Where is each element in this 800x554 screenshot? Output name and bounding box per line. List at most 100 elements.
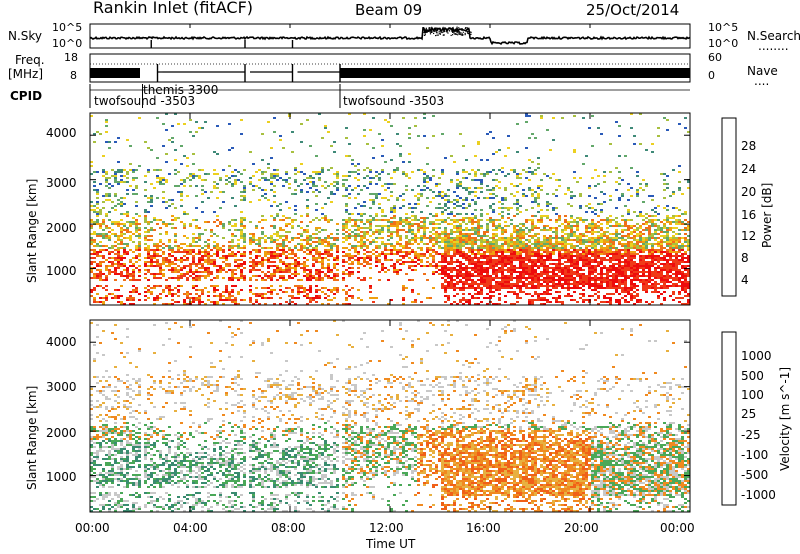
- power-heatmap-cell: [270, 175, 273, 177]
- power-heatmap-cell: [399, 263, 402, 265]
- power-heatmap-cell: [174, 271, 177, 273]
- power-heatmap-cell: [606, 301, 609, 303]
- power-heatmap-cell: [528, 303, 531, 305]
- power-heatmap-cell: [225, 285, 228, 287]
- power-heatmap-cell: [561, 273, 564, 275]
- power-heatmap-cell: [117, 249, 120, 251]
- power-heatmap-cell: [291, 277, 294, 279]
- power-heatmap-cell: [498, 201, 501, 203]
- power-heatmap-cell: [168, 291, 171, 293]
- power-heatmap-cell: [573, 287, 576, 289]
- power-heatmap-cell: [537, 293, 540, 295]
- power-heatmap-cell: [525, 285, 528, 287]
- power-heatmap-cell: [429, 249, 432, 251]
- power-heatmap-cell: [468, 275, 471, 277]
- power-heatmap-cell: [444, 195, 447, 197]
- power-heatmap-cell: [171, 137, 174, 139]
- power-heatmap-cell: [471, 221, 474, 223]
- power-heatmap-cell: [552, 297, 555, 299]
- power-heatmap-cell: [378, 207, 381, 209]
- power-heatmap-cell: [291, 253, 294, 255]
- power-heatmap-cell: [171, 249, 174, 251]
- power-heatmap-cell: [135, 229, 138, 231]
- power-heatmap-cell: [597, 237, 600, 239]
- power-heatmap-cell: [216, 153, 219, 155]
- power-heatmap-cell: [237, 293, 240, 295]
- power-heatmap-cell: [321, 137, 324, 139]
- power-heatmap-cell: [105, 213, 108, 215]
- power-heatmap-cell: [456, 225, 459, 227]
- power-heatmap-cell: [456, 229, 459, 231]
- power-heatmap-cell: [444, 239, 447, 241]
- power-heatmap-cell: [369, 193, 372, 195]
- power-heatmap-cell: [519, 285, 522, 287]
- power-heatmap-cell: [303, 271, 306, 273]
- power-heatmap-cell: [120, 233, 123, 235]
- power-heatmap-cell: [324, 203, 327, 205]
- power-heatmap-cell: [396, 133, 399, 135]
- power-heatmap-cell: [381, 237, 384, 239]
- power-heatmap-cell: [348, 219, 351, 221]
- power-heatmap-cell: [552, 193, 555, 195]
- power-heatmap-cell: [450, 237, 453, 239]
- power-heatmap-cell: [387, 269, 390, 271]
- power-heatmap-cell: [129, 185, 132, 187]
- power-heatmap-cell: [402, 245, 405, 247]
- power-heatmap-cell: [516, 177, 519, 179]
- power-heatmap-cell: [165, 181, 168, 183]
- power-heatmap-cell: [324, 257, 327, 259]
- power-heatmap-cell: [108, 195, 111, 197]
- power-heatmap-cell: [159, 219, 162, 221]
- power-heatmap-cell: [471, 261, 474, 263]
- power-heatmap-cell: [255, 299, 258, 301]
- power-heatmap-cell: [456, 199, 459, 201]
- power-heatmap-cell: [594, 271, 597, 273]
- power-heatmap-cell: [282, 247, 285, 249]
- power-heatmap-cell: [417, 203, 420, 205]
- power-heatmap-cell: [162, 247, 165, 249]
- power-heatmap-cell: [453, 255, 456, 257]
- power-heatmap-cell: [267, 253, 270, 255]
- power-heatmap-cell: [456, 205, 459, 207]
- power-heatmap-cell: [597, 297, 600, 299]
- power-heatmap-cell: [444, 295, 447, 297]
- power-heatmap-cell: [117, 239, 120, 241]
- power-heatmap-cell: [570, 247, 573, 249]
- power-heatmap-cell: [396, 253, 399, 255]
- power-heatmap-cell: [363, 201, 366, 203]
- power-heatmap-cell: [153, 245, 156, 247]
- power-heatmap-cell: [192, 299, 195, 301]
- power-heatmap-cell: [285, 239, 288, 241]
- noise-search-point: [451, 31, 454, 33]
- noise-search-point: [467, 32, 470, 35]
- power-heatmap-cell: [480, 249, 483, 251]
- power-heatmap-cell: [108, 187, 111, 189]
- power-heatmap-cell: [564, 265, 567, 267]
- power-heatmap-cell: [516, 297, 519, 299]
- power-heatmap-cell: [294, 219, 297, 221]
- power-heatmap-cell: [540, 209, 543, 211]
- power-heatmap-cell: [567, 187, 570, 189]
- power-heatmap-cell: [351, 267, 354, 269]
- power-heatmap-cell: [432, 249, 435, 251]
- power-heatmap-cell: [480, 265, 483, 267]
- power-heatmap-cell: [444, 237, 447, 239]
- power-heatmap-cell: [402, 247, 405, 249]
- power-heatmap-cell: [615, 259, 618, 261]
- noise-right-bottom: 10^0: [708, 37, 739, 50]
- power-heatmap-cell: [288, 217, 291, 219]
- power-heatmap-cell: [537, 255, 540, 257]
- power-heatmap-cell: [567, 275, 570, 277]
- power-heatmap-cell: [597, 249, 600, 251]
- power-heatmap-cell: [534, 299, 537, 301]
- power-heatmap-cell: [324, 237, 327, 239]
- power-heatmap-cell: [114, 195, 117, 197]
- power-heatmap-cell: [102, 273, 105, 275]
- power-heatmap-cell: [168, 255, 171, 257]
- power-heatmap-cell: [327, 275, 330, 277]
- power-heatmap-cell: [204, 261, 207, 263]
- power-heatmap-cell: [453, 251, 456, 253]
- power-heatmap-cell: [594, 253, 597, 255]
- power-heatmap-cell: [348, 263, 351, 265]
- power-heatmap-cell: [111, 297, 114, 299]
